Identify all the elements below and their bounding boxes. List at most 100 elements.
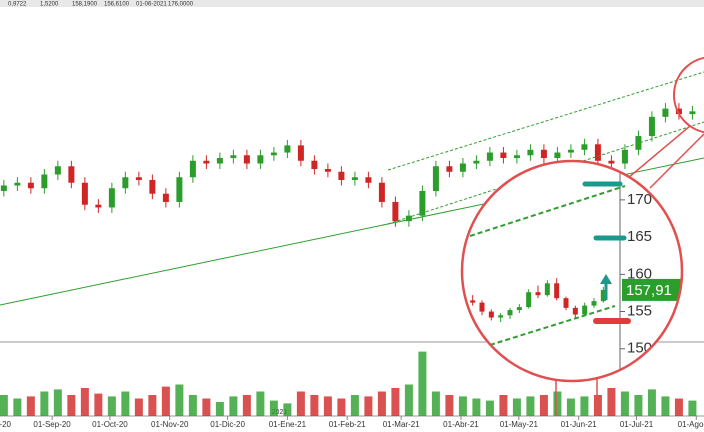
candle-body	[0, 185, 7, 191]
candle-body	[473, 160, 480, 164]
volume-bar	[593, 395, 602, 416]
candle-body	[257, 155, 264, 164]
candle-body	[662, 108, 669, 117]
zoom-channel-lower	[489, 305, 616, 346]
volume-bar	[391, 388, 400, 416]
header-value: 01-06-2021	[136, 2, 167, 8]
volume-bar	[283, 403, 292, 416]
volume-bar	[26, 396, 35, 416]
volume-bar	[0, 395, 8, 416]
lens-border	[460, 159, 684, 383]
volume-bar	[40, 391, 49, 416]
focus-circle	[673, 56, 704, 134]
volume-bar	[688, 400, 697, 416]
candle-body	[27, 182, 34, 189]
x-tick-label: 01-Dic-20	[210, 420, 245, 429]
candle-body	[446, 166, 453, 172]
volume-bar	[539, 395, 548, 416]
lens-background	[462, 161, 682, 381]
volume-bar	[607, 388, 616, 416]
volume-bar	[107, 396, 116, 416]
volume-bar	[512, 398, 521, 416]
candle-body	[675, 108, 682, 115]
volume-bar	[337, 398, 346, 416]
lens-content: 150 155 160 165 170 157,91	[469, 161, 682, 381]
candle-body	[149, 179, 156, 194]
candle-body	[621, 149, 628, 164]
candle-body	[498, 315, 504, 318]
candle-body	[135, 177, 142, 180]
candle-body	[581, 144, 588, 150]
zoom-pane: 150 155 160 165 170 157,91	[470, 191, 682, 357]
candle-body	[591, 301, 597, 306]
candle-body	[189, 160, 196, 178]
volume-bar	[472, 398, 481, 416]
candle-body	[108, 188, 115, 208]
volume-bar	[121, 391, 130, 416]
candle-body	[600, 289, 606, 302]
volume-bar	[418, 351, 427, 416]
candle-body	[284, 145, 291, 153]
candle-body	[500, 152, 507, 159]
candle-body	[544, 283, 550, 296]
candle-body	[392, 201, 399, 222]
candle-body	[14, 182, 21, 186]
volume-bar	[242, 395, 251, 416]
arrow-head	[600, 274, 612, 284]
volume-bar	[404, 384, 413, 416]
candle-body	[554, 152, 561, 159]
candle-body	[479, 302, 485, 312]
candle-body	[162, 193, 169, 202]
header-value: 158,1900	[72, 2, 98, 8]
y-tick-label: 170	[627, 191, 652, 208]
x-tick-label: 01-Mar-21	[383, 420, 420, 429]
volume-bar	[134, 398, 143, 416]
volume-bar	[364, 396, 373, 416]
header-value: 176,0000	[168, 2, 194, 8]
volume-bar	[431, 391, 440, 416]
candle-body	[432, 166, 439, 191]
y-tick-label: 165	[627, 228, 652, 245]
candle-body	[526, 292, 532, 308]
header-value: 0,9722	[8, 2, 27, 8]
x-tick-label: 01-Ago-21	[678, 420, 704, 429]
candle-body	[608, 160, 615, 164]
zoom-channel-upper	[469, 185, 626, 237]
candle-body	[176, 177, 183, 202]
candle-body	[513, 155, 520, 159]
candle-body	[572, 307, 578, 315]
volume-bar	[13, 398, 22, 416]
candle-body	[594, 144, 601, 161]
y-tick-label: 155	[627, 303, 652, 320]
y-tick-label: 150	[627, 340, 652, 357]
candle-body	[405, 215, 412, 222]
last-price-label: 157,91	[626, 282, 672, 299]
candle-body	[297, 145, 304, 161]
candle-body	[324, 169, 331, 172]
x-tick-label: 01-Nov-20	[151, 420, 189, 429]
volume-bar	[499, 395, 508, 416]
volume-bar	[580, 396, 589, 416]
candle-body	[470, 300, 476, 303]
candle-body	[68, 166, 75, 183]
volume-bar	[161, 386, 170, 416]
candle-body	[216, 158, 223, 164]
header-bar	[0, 0, 704, 7]
candle-body	[95, 204, 102, 208]
channel-upper	[387, 71, 704, 171]
volume-bar	[269, 400, 278, 416]
volume-bar	[53, 389, 62, 416]
candle-body	[81, 182, 88, 205]
candle-body	[459, 163, 466, 172]
volume-bar	[148, 395, 157, 416]
candle-body	[567, 149, 574, 153]
candle-body	[554, 283, 560, 299]
lens-connector	[649, 133, 704, 189]
volume-bar	[458, 396, 467, 416]
volume-bar	[526, 396, 535, 416]
volume-bar	[215, 402, 224, 416]
x-tick-label: 01-Sep-20	[33, 420, 71, 429]
volume-bar	[94, 393, 103, 416]
x-tick-label: 01-Abr-21	[443, 420, 479, 429]
